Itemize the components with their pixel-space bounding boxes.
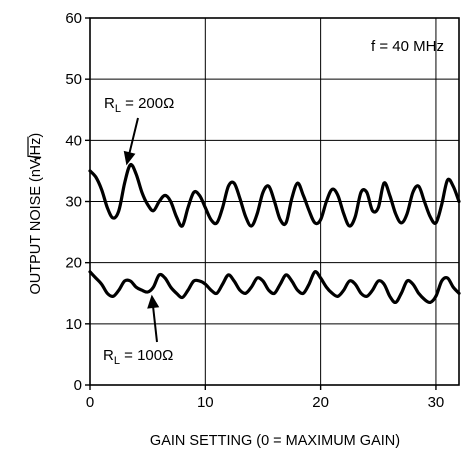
series-lines — [88, 162, 461, 305]
y-tick-label: 30 — [65, 194, 82, 211]
y-tick-label: 60 — [65, 10, 82, 27]
x-tick-label: 0 — [86, 394, 94, 411]
y-tick-label: 10 — [65, 316, 82, 333]
series-label-100-ohm: RL = 100Ω — [103, 347, 173, 367]
annotations: f = 40 MHz RL = 200Ω RL = 100Ω — [103, 38, 444, 367]
y-tick-label: 50 — [65, 71, 82, 88]
series-line-100-ohm — [88, 270, 461, 305]
y-tick-label: 40 — [65, 132, 82, 149]
y-axis-title-root: Hz — [28, 138, 44, 156]
series-line-200-ohm — [88, 162, 461, 228]
x-tick-label: 20 — [312, 394, 329, 411]
svg-text:OUTPUT NOISE (nV/Hz): OUTPUT NOISE (nV/Hz) — [28, 133, 44, 295]
x-tick-label: 30 — [428, 394, 445, 411]
axis-ticks: 0 10 20 30 40 50 60 0 10 20 30 — [65, 10, 444, 411]
y-axis-title: OUTPUT NOISE (nV/Hz) — [27, 133, 44, 295]
y-tick-label: 20 — [65, 255, 82, 272]
x-axis-title: GAIN SETTING (0 = MAXIMUM GAIN) — [150, 433, 400, 449]
series-arrow-200-ohm — [123, 117, 139, 166]
y-tick-label: 0 — [74, 377, 82, 394]
frequency-condition-label: f = 40 MHz — [371, 38, 444, 55]
series-arrow-100-ohm — [147, 294, 160, 343]
y-axis-title-close: ) — [28, 133, 44, 138]
y-axis-title-main: OUTPUT NOISE (nV/ — [28, 154, 44, 294]
square-root-sign — [27, 136, 42, 162]
series-label-200-ohm: RL = 200Ω — [104, 95, 174, 115]
x-tick-label: 10 — [197, 394, 214, 411]
